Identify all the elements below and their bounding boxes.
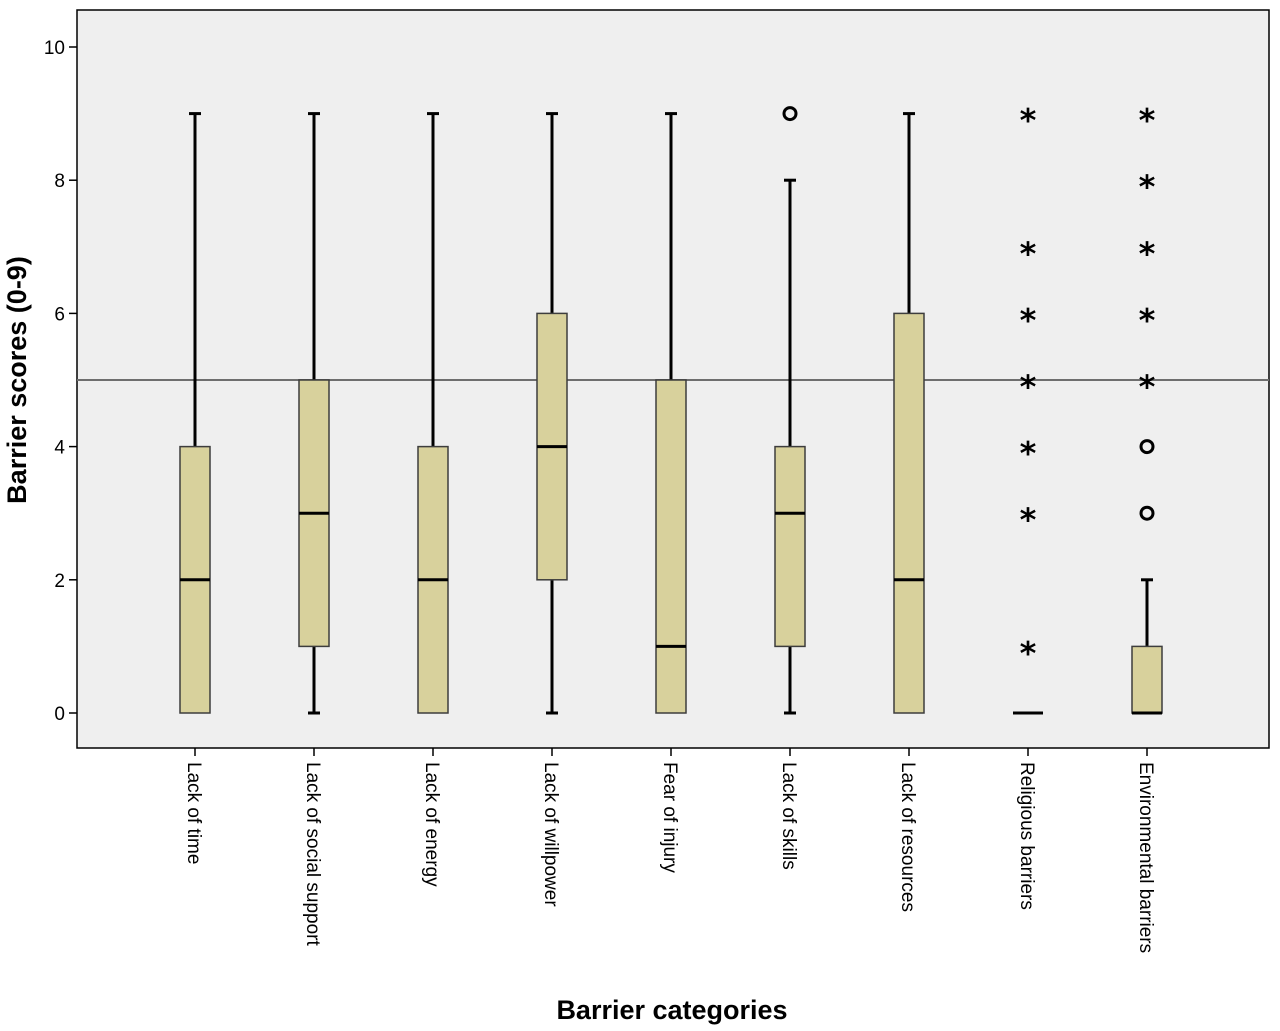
box-group: * * * * * * * * * * * * bbox=[179, 102, 1163, 715]
box-rect bbox=[655, 379, 687, 714]
box-1 bbox=[179, 112, 211, 714]
y-axis-title: Barrier scores (0-9) bbox=[2, 256, 32, 504]
extreme-point: * bbox=[1020, 235, 1037, 273]
x-tick-label: Lack of willpower bbox=[540, 762, 561, 907]
box-rect bbox=[1131, 645, 1163, 714]
box-3 bbox=[417, 112, 449, 714]
extreme-point: * bbox=[1139, 168, 1156, 206]
y-tick-label: 8 bbox=[54, 171, 65, 192]
box-rect bbox=[893, 312, 925, 714]
y-tick-label: 4 bbox=[54, 438, 65, 459]
extreme-point: * bbox=[1020, 102, 1037, 140]
box-8: * * * * * * * bbox=[1013, 102, 1043, 715]
box-2 bbox=[298, 112, 330, 715]
x-axis-title: Barrier categories bbox=[556, 995, 787, 1025]
x-tick-label: Lack of skills bbox=[778, 762, 799, 870]
y-tick-label: 6 bbox=[54, 304, 65, 325]
extreme-point: * bbox=[1139, 102, 1156, 140]
extreme-point: * bbox=[1139, 368, 1156, 406]
box-6 bbox=[774, 106, 806, 715]
box-rect bbox=[774, 445, 806, 648]
x-axis: Lack of time Lack of social support Lack o… bbox=[183, 748, 1156, 953]
outlier-point bbox=[782, 106, 798, 122]
x-tick-label: Lack of energy bbox=[421, 762, 442, 887]
box-4 bbox=[536, 112, 568, 715]
y-tick-label: 10 bbox=[44, 38, 65, 59]
y-axis: 0 2 4 6 8 10 bbox=[44, 38, 77, 725]
box-9: * * * * * bbox=[1131, 102, 1163, 715]
extreme-point: * bbox=[1020, 501, 1037, 539]
x-tick-label: Lack of resources bbox=[897, 762, 918, 912]
extreme-point: * bbox=[1020, 435, 1037, 473]
extreme-point: * bbox=[1020, 634, 1037, 672]
y-tick-label: 2 bbox=[54, 571, 65, 592]
extreme-point: * bbox=[1020, 368, 1037, 406]
extreme-point: * bbox=[1020, 301, 1037, 339]
x-tick-label: Fear of injury bbox=[659, 762, 680, 873]
extreme-point: * bbox=[1139, 301, 1156, 339]
y-tick-label: 0 bbox=[54, 704, 65, 725]
extreme-point: * bbox=[1139, 235, 1156, 273]
x-tick-label: Lack of time bbox=[183, 762, 204, 864]
x-tick-label: Lack of social support bbox=[302, 762, 323, 946]
outlier-point bbox=[1139, 505, 1155, 521]
box-7 bbox=[893, 112, 925, 714]
x-tick-label: Religious barriers bbox=[1016, 762, 1037, 910]
box-5 bbox=[655, 112, 687, 714]
outlier-point bbox=[1139, 439, 1155, 455]
x-tick-label: Environmental barriers bbox=[1135, 762, 1156, 953]
